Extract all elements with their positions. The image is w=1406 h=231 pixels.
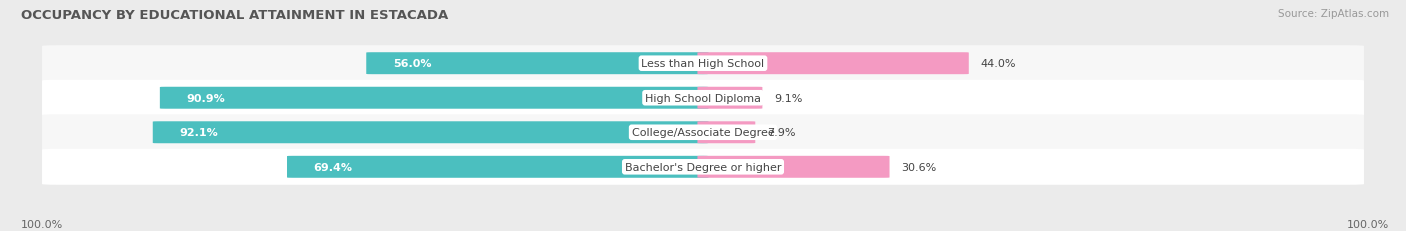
Text: 92.1%: 92.1% — [179, 128, 218, 138]
FancyBboxPatch shape — [42, 80, 1364, 116]
Text: 30.6%: 30.6% — [901, 162, 936, 172]
FancyBboxPatch shape — [366, 53, 709, 75]
Text: High School Diploma: High School Diploma — [645, 93, 761, 103]
Text: 44.0%: 44.0% — [980, 59, 1017, 69]
FancyBboxPatch shape — [697, 87, 762, 109]
FancyBboxPatch shape — [697, 53, 969, 75]
FancyBboxPatch shape — [697, 156, 890, 178]
Text: 7.9%: 7.9% — [768, 128, 796, 138]
Text: Less than High School: Less than High School — [641, 59, 765, 69]
Text: 90.9%: 90.9% — [187, 93, 225, 103]
FancyBboxPatch shape — [160, 87, 709, 109]
Text: OCCUPANCY BY EDUCATIONAL ATTAINMENT IN ESTACADA: OCCUPANCY BY EDUCATIONAL ATTAINMENT IN E… — [21, 9, 449, 22]
FancyBboxPatch shape — [42, 115, 1364, 151]
Text: 69.4%: 69.4% — [314, 162, 353, 172]
Text: Source: ZipAtlas.com: Source: ZipAtlas.com — [1278, 9, 1389, 19]
Text: 9.1%: 9.1% — [775, 93, 803, 103]
Text: 100.0%: 100.0% — [21, 219, 63, 229]
Text: 56.0%: 56.0% — [392, 59, 432, 69]
Text: 100.0%: 100.0% — [1347, 219, 1389, 229]
FancyBboxPatch shape — [153, 122, 709, 144]
FancyBboxPatch shape — [697, 122, 755, 144]
FancyBboxPatch shape — [42, 46, 1364, 82]
Text: College/Associate Degree: College/Associate Degree — [631, 128, 775, 138]
FancyBboxPatch shape — [287, 156, 709, 178]
Text: Bachelor's Degree or higher: Bachelor's Degree or higher — [624, 162, 782, 172]
FancyBboxPatch shape — [42, 149, 1364, 185]
